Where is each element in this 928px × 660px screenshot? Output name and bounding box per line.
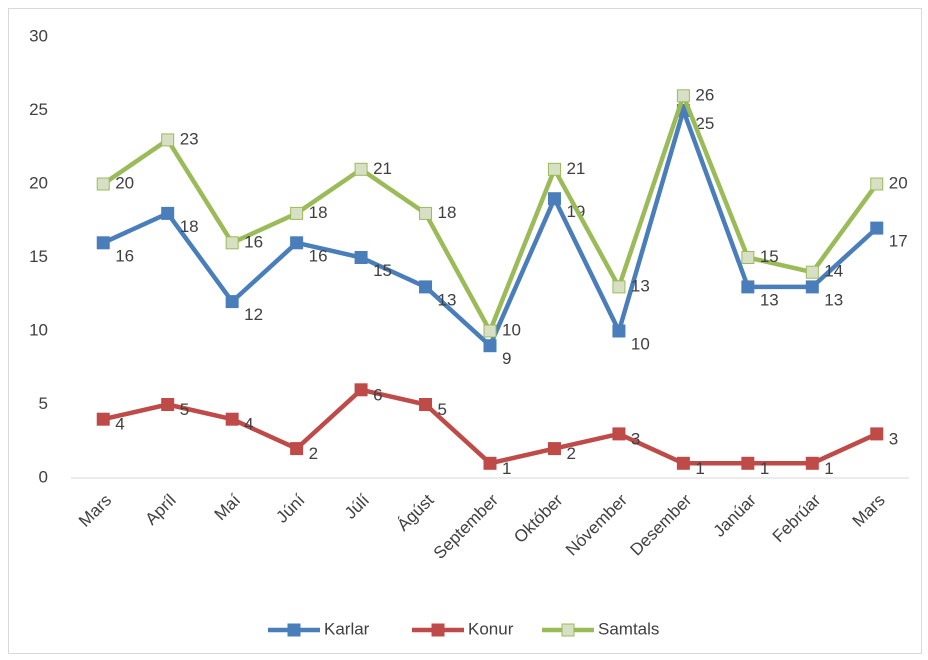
data-label: 1 — [695, 459, 704, 478]
data-label: 4 — [244, 415, 253, 434]
data-label: 12 — [244, 305, 263, 324]
data-label: 13 — [631, 276, 650, 295]
data-label: 25 — [695, 114, 714, 133]
data-label: 26 — [695, 85, 714, 104]
data-label: 1 — [824, 459, 833, 478]
data-label: 1 — [760, 459, 769, 478]
legend-label: Samtals — [598, 619, 659, 638]
data-label: 13 — [824, 290, 843, 309]
marker — [161, 133, 175, 147]
marker — [225, 412, 239, 426]
marker — [612, 324, 626, 338]
chart-border — [8, 8, 922, 654]
data-label: 15 — [373, 261, 392, 280]
marker — [354, 251, 368, 264]
data-label: 13 — [438, 290, 457, 309]
data-label: 1 — [502, 459, 511, 478]
marker — [354, 162, 368, 176]
data-label: 9 — [502, 349, 511, 368]
data-label: 17 — [889, 232, 908, 251]
data-label: 20 — [889, 173, 908, 192]
marker — [161, 206, 175, 220]
y-tick-label: 5 — [39, 394, 48, 413]
data-label: 13 — [760, 290, 779, 309]
marker — [225, 236, 239, 250]
legend-marker — [287, 623, 301, 637]
legend-label: Konur — [468, 619, 514, 638]
marker — [161, 398, 175, 411]
legend-label: Karlar — [324, 619, 370, 638]
marker — [547, 162, 561, 176]
y-tick-label: 15 — [29, 247, 48, 266]
marker — [741, 280, 755, 294]
data-label: 16 — [309, 246, 328, 265]
marker — [870, 427, 884, 441]
marker — [870, 177, 884, 191]
legend-marker — [561, 623, 575, 637]
marker — [741, 456, 755, 470]
data-label: 10 — [502, 320, 521, 339]
marker — [612, 280, 626, 294]
marker — [483, 339, 497, 353]
marker — [290, 442, 304, 456]
data-label: 2 — [566, 444, 575, 463]
marker — [805, 456, 819, 470]
y-tick-label: 0 — [39, 467, 48, 486]
data-label: 5 — [180, 400, 189, 419]
marker — [676, 89, 690, 103]
y-tick-label: 20 — [29, 173, 48, 192]
marker — [419, 398, 433, 411]
data-label: 18 — [180, 217, 199, 236]
marker — [419, 280, 433, 294]
y-tick-label: 25 — [29, 100, 48, 119]
data-label: 2 — [309, 444, 318, 463]
marker — [676, 456, 690, 470]
marker — [96, 177, 110, 191]
marker — [612, 427, 626, 441]
marker — [805, 280, 819, 294]
data-label: 23 — [180, 129, 199, 148]
data-label: 16 — [244, 232, 263, 251]
marker — [225, 295, 239, 309]
data-label: 18 — [438, 203, 457, 222]
marker — [870, 221, 884, 235]
data-label: 21 — [566, 159, 585, 178]
marker — [96, 412, 110, 426]
marker — [741, 251, 755, 264]
marker — [483, 456, 497, 470]
data-label: 16 — [115, 246, 134, 265]
marker — [805, 265, 819, 279]
data-label: 20 — [115, 173, 134, 192]
marker — [290, 206, 304, 220]
data-label: 14 — [824, 262, 843, 281]
data-label: 21 — [373, 159, 392, 178]
data-label: 6 — [373, 385, 382, 404]
marker — [419, 206, 433, 220]
data-label: 3 — [631, 429, 640, 448]
marker — [290, 236, 304, 250]
y-tick-label: 30 — [29, 26, 48, 45]
data-label: 3 — [889, 429, 898, 448]
data-label: 18 — [309, 203, 328, 222]
marker — [547, 192, 561, 206]
marker — [483, 324, 497, 338]
marker — [547, 442, 561, 456]
data-label: 15 — [760, 247, 779, 266]
marker — [354, 383, 368, 397]
data-label: 4 — [115, 415, 124, 434]
data-label: 5 — [438, 400, 447, 419]
data-label: 10 — [631, 334, 650, 353]
marker — [96, 236, 110, 250]
y-tick-label: 10 — [29, 320, 48, 339]
legend-marker — [431, 623, 445, 637]
